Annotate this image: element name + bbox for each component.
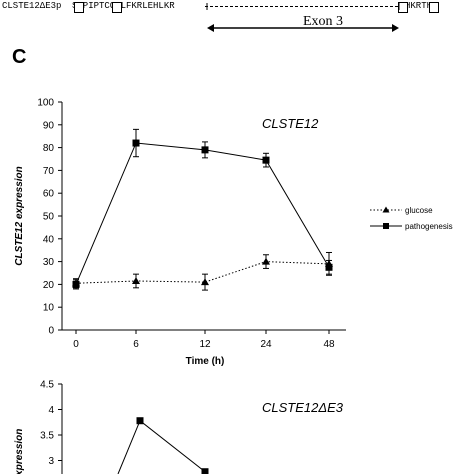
arrow-left-icon <box>207 24 214 32</box>
data-point-glucose <box>262 257 270 265</box>
sequence-row: CLSTE12ΔE3p SCPIPTCGRLFKRLEHLKR HKRTH <box>0 0 474 13</box>
y-tick-label: 100 <box>37 98 54 109</box>
legend-glucose: glucose <box>405 206 433 215</box>
chart-clste12-de3: 3 3.5 4 4.5 CLSTE12ΔE3 expression <box>14 380 344 474</box>
exon-label: Exon 3 <box>303 14 344 29</box>
y-axis-label-2: expression <box>14 429 25 474</box>
y-tick-label: 50 <box>43 212 55 223</box>
y-tick-label: 3.5 <box>40 431 54 442</box>
series-line-glucose <box>75 261 330 284</box>
y-tick-label: 4.5 <box>40 380 54 391</box>
data-point-glucose <box>201 278 209 286</box>
y-tick-label: 90 <box>43 120 55 131</box>
series-line-pathogenesis <box>117 419 208 474</box>
data-point-pathogenesis <box>201 468 209 474</box>
y-tick-label: 4 <box>48 405 54 416</box>
panel-label: C <box>12 46 27 68</box>
x-tick-label: 6 <box>133 339 139 350</box>
deleted-region-dashes <box>205 6 398 7</box>
x-axis-label: Time (h) <box>186 356 225 367</box>
y-tick-label: 30 <box>43 257 55 268</box>
y-tick-label: 10 <box>43 303 55 314</box>
arrow-right-icon <box>392 24 399 32</box>
y-tick-label: 80 <box>43 143 55 154</box>
triangle-marker-icon <box>382 206 390 213</box>
data-point-pathogenesis <box>325 263 333 271</box>
data-point-pathogenesis <box>136 417 144 425</box>
chart-clste12: 0 10 20 30 40 50 60 70 80 90 100 0 6 12 24 48 CLSTE12 … <box>14 98 453 368</box>
data-point-pathogenesis <box>262 156 270 164</box>
y-tick-label: 0 <box>48 326 54 337</box>
y-axis-label: CLSTE12 expression <box>14 166 25 265</box>
exon-boundary-box-1 <box>74 2 84 13</box>
y-tick-label: 40 <box>43 234 55 245</box>
exon-boundary-box-2 <box>112 2 122 13</box>
x-tick-label: 12 <box>199 339 211 350</box>
series-line-pathogenesis <box>75 142 330 285</box>
data-point-pathogenesis <box>72 280 80 288</box>
sequence-left: SCPIPTCGRLFKRLEHLKR <box>72 1 175 11</box>
x-tick-label: 24 <box>260 339 272 350</box>
construct-name: CLSTE12ΔE3p <box>2 1 62 11</box>
y-tick-label: 70 <box>43 166 55 177</box>
chart-title-2: CLSTE12ΔE3 <box>262 400 344 415</box>
legend: glucose pathogenesis <box>370 206 453 231</box>
y-tick-label: 60 <box>43 189 55 200</box>
exon-bracket <box>206 3 400 32</box>
data-point-pathogenesis <box>201 146 209 154</box>
y-tick-label: 3 <box>48 456 54 467</box>
data-point-pathogenesis <box>132 139 140 147</box>
legend-pathogenesis: pathogenesis <box>405 222 453 231</box>
sequence-right: HKRTH <box>405 1 433 11</box>
x-tick-label: 48 <box>323 339 335 350</box>
square-marker-icon <box>383 223 389 229</box>
chart-title: CLSTE12 <box>262 116 319 131</box>
y-tick-label: 20 <box>43 280 55 291</box>
x-tick-label: 0 <box>73 339 79 350</box>
exon-boundary-box-4 <box>429 2 439 13</box>
data-point-glucose <box>132 276 140 284</box>
